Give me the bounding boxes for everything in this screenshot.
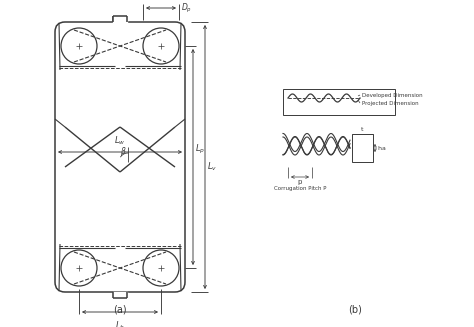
Text: $L_h$: $L_h$ xyxy=(115,319,125,327)
Text: $D_p$: $D_p$ xyxy=(181,1,192,14)
Text: Corrugation Pitch P: Corrugation Pitch P xyxy=(274,186,326,191)
Text: $\beta$: $\beta$ xyxy=(120,145,127,158)
Text: $L_v$: $L_v$ xyxy=(207,161,217,173)
Bar xyxy=(352,134,373,162)
Text: (a): (a) xyxy=(113,305,127,315)
Text: (b): (b) xyxy=(348,305,362,315)
Text: Developed Dimension: Developed Dimension xyxy=(362,93,423,97)
Text: $L_w$: $L_w$ xyxy=(114,134,126,147)
FancyBboxPatch shape xyxy=(55,22,185,292)
Text: $L_p$: $L_p$ xyxy=(195,143,205,156)
Text: p: p xyxy=(298,179,302,185)
Text: a: a xyxy=(382,146,386,150)
Bar xyxy=(283,89,395,115)
Text: t: t xyxy=(361,127,364,132)
Text: h: h xyxy=(377,146,381,150)
Text: Projected Dimension: Projected Dimension xyxy=(362,100,419,106)
